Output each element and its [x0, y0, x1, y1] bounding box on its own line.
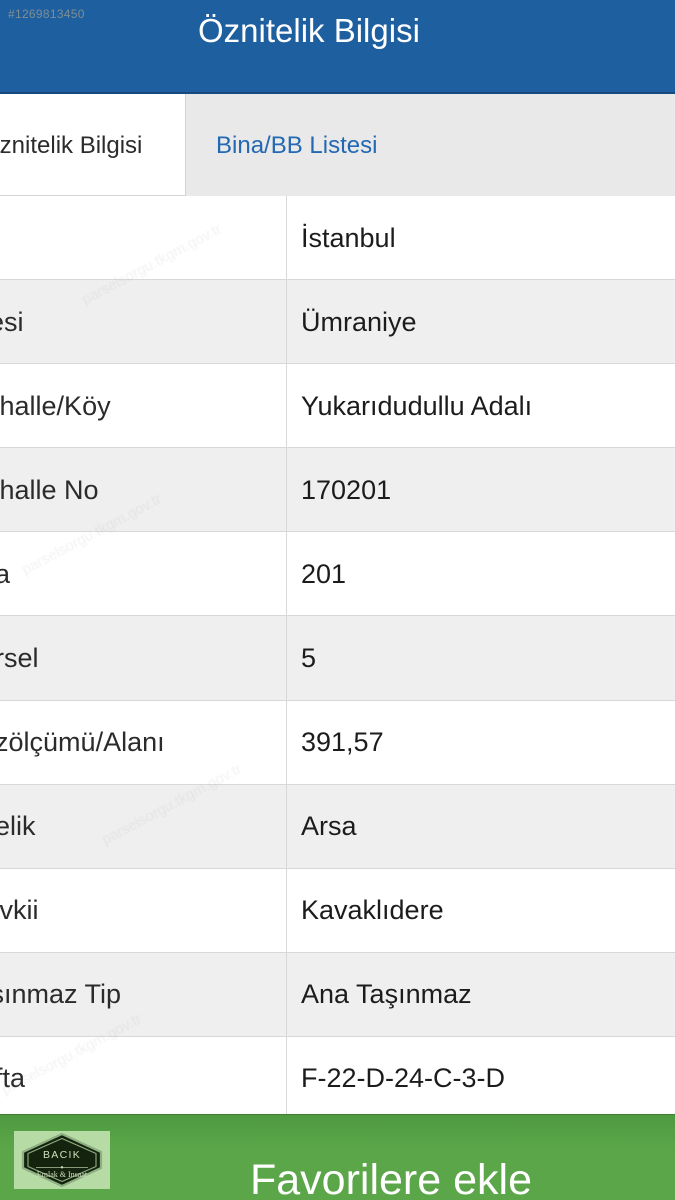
svg-text:BACIK: BACIK: [43, 1149, 81, 1161]
svg-text:Emlak & Insaat: Emlak & Insaat: [37, 1170, 88, 1179]
